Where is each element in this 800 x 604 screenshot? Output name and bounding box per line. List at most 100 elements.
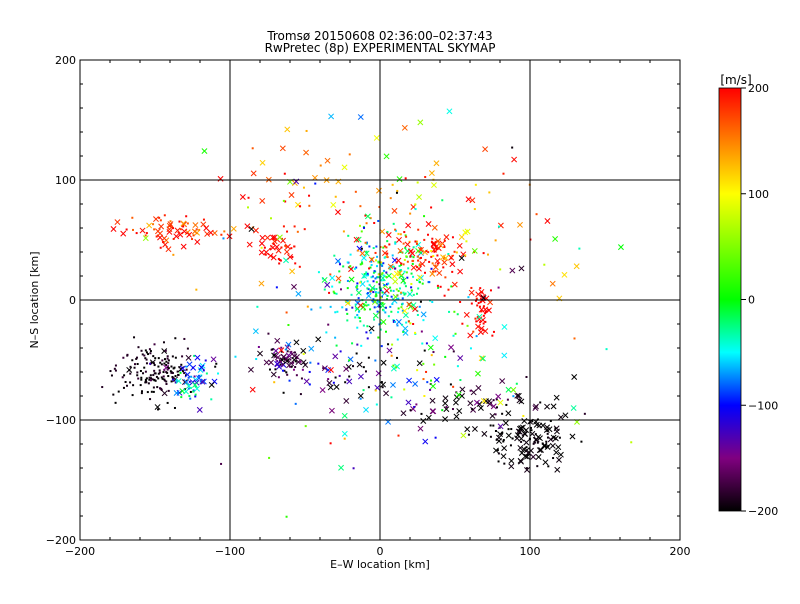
data-point — [132, 384, 135, 387]
data-point — [534, 433, 537, 436]
data-point — [144, 381, 147, 384]
data-point-cross — [259, 159, 266, 166]
data-point — [431, 237, 434, 240]
data-point — [192, 389, 195, 392]
data-point — [397, 232, 400, 235]
data-point — [296, 356, 299, 359]
data-point — [192, 234, 195, 237]
data-point — [136, 371, 139, 374]
data-point — [362, 324, 365, 327]
data-point-cross — [369, 284, 376, 291]
data-point-cross — [497, 399, 504, 406]
data-point — [367, 274, 370, 277]
data-point-cross — [153, 216, 159, 223]
data-point — [442, 266, 445, 269]
data-point-cross — [402, 312, 409, 319]
colorbar — [718, 87, 742, 512]
data-point-cross — [501, 323, 508, 330]
data-point — [338, 374, 341, 377]
data-point — [391, 183, 394, 186]
data-point-cross — [417, 119, 424, 126]
data-point — [220, 462, 223, 465]
data-point — [630, 441, 633, 444]
data-point — [434, 264, 437, 267]
data-point-cross — [360, 304, 367, 311]
data-point — [167, 367, 170, 370]
colorbar-ticks: 200 100 0 −100 −200 — [741, 82, 778, 518]
data-point — [170, 380, 173, 383]
data-point — [177, 373, 180, 376]
data-point-cross — [180, 243, 187, 250]
data-point — [410, 289, 413, 292]
data-point — [402, 278, 405, 281]
data-point — [308, 370, 311, 373]
data-point — [181, 355, 184, 358]
data-point — [162, 371, 165, 374]
data-point-cross — [416, 360, 423, 367]
data-point — [398, 265, 401, 268]
data-point-cross — [174, 227, 181, 234]
data-point-cross — [344, 300, 351, 307]
data-point — [431, 262, 434, 265]
data-point — [474, 317, 477, 320]
data-point — [197, 374, 200, 377]
data-point-cross — [126, 366, 133, 373]
data-point — [383, 283, 386, 286]
data-point — [147, 382, 150, 385]
data-point — [129, 365, 132, 368]
data-point — [424, 258, 427, 261]
data-point-cross — [248, 366, 254, 373]
data-point — [140, 378, 143, 381]
data-point — [272, 237, 275, 240]
data-point — [290, 365, 293, 368]
data-point-cross — [427, 344, 434, 351]
data-point — [445, 406, 448, 409]
data-point — [350, 293, 353, 296]
data-point — [308, 194, 311, 197]
data-point — [432, 270, 435, 273]
data-point — [431, 246, 434, 249]
data-point-cross — [380, 359, 387, 366]
data-point — [347, 234, 350, 237]
data-point — [386, 252, 389, 255]
data-point — [414, 332, 417, 335]
data-point-cross — [573, 263, 580, 270]
chart-title: Tromsø 20150608 02:36:00–02:37:43 — [266, 29, 492, 43]
data-point-cross — [110, 226, 117, 232]
data-point — [174, 356, 177, 359]
data-point-cross — [343, 365, 350, 372]
data-point-cross — [430, 383, 436, 390]
data-point — [402, 242, 405, 245]
data-point — [141, 353, 144, 356]
data-point — [173, 366, 176, 369]
data-point — [294, 366, 297, 369]
data-point-cross — [508, 463, 515, 470]
data-point-cross — [437, 242, 444, 249]
data-point — [178, 220, 181, 223]
data-point-cross — [618, 244, 624, 251]
data-point — [342, 230, 345, 233]
data-point — [292, 361, 295, 364]
data-point-cross — [460, 432, 467, 439]
data-point — [166, 357, 169, 360]
data-point — [257, 345, 260, 348]
data-point — [334, 311, 337, 314]
data-point — [405, 271, 408, 274]
data-point — [157, 365, 160, 368]
data-point — [289, 358, 292, 361]
data-point — [473, 208, 476, 211]
data-point-cross — [532, 405, 539, 411]
data-point — [149, 350, 152, 353]
data-point — [334, 376, 337, 379]
data-point — [403, 293, 406, 296]
data-point — [436, 284, 439, 287]
data-point — [500, 432, 503, 435]
data-point — [179, 371, 182, 374]
data-point — [377, 273, 380, 276]
data-point — [383, 245, 386, 248]
data-point — [511, 437, 514, 440]
data-point — [507, 428, 510, 431]
data-point — [378, 283, 381, 286]
data-point — [512, 395, 515, 398]
data-point-cross — [353, 236, 360, 243]
